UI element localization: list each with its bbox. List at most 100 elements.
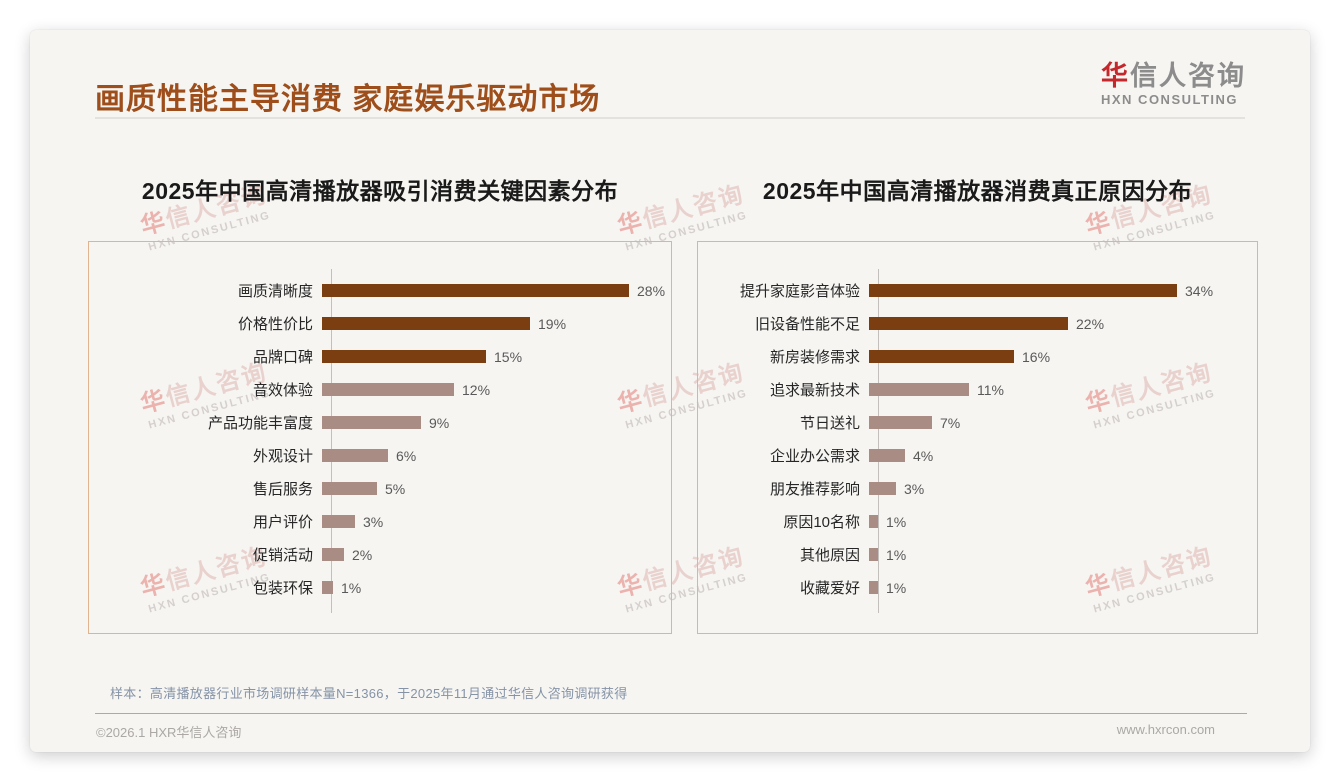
category-label: 售后服务 — [252, 481, 313, 498]
category-label: 包装环保 — [252, 580, 313, 597]
chart-row: 售后服务 5% — [89, 472, 671, 505]
chart-rows: 提升家庭影音体验 34% 旧设备性能不足 22% 新房装修需求 16% 追求最新技术 11% 节… — [698, 242, 1257, 633]
bar — [322, 548, 344, 561]
chart-row: 外观设计 6% — [89, 439, 671, 472]
value-label: 12% — [462, 381, 491, 398]
footer-website: www.hxrcon.com — [1116, 722, 1215, 737]
bar — [322, 317, 530, 330]
category-label: 产品功能丰富度 — [207, 415, 313, 432]
chart-row: 原因10名称 1% — [698, 505, 1257, 538]
category-label: 外观设计 — [252, 448, 313, 465]
bar — [322, 284, 629, 297]
right-chart-panel: 提升家庭影音体验 34% 旧设备性能不足 22% 新房装修需求 16% 追求最新技术 11% 节… — [697, 241, 1258, 634]
bar — [869, 416, 932, 429]
category-label: 追求最新技术 — [769, 382, 860, 399]
chart-row: 提升家庭影音体验 34% — [698, 274, 1257, 307]
logo-accent-char: 华 — [1101, 61, 1130, 91]
value-label: 15% — [494, 348, 523, 365]
chart-row: 企业办公需求 4% — [698, 439, 1257, 472]
bar — [322, 482, 377, 495]
axis-line — [331, 269, 332, 613]
footer-copyright: ©2026.1 HXR华信人咨询 — [96, 725, 242, 740]
chart-row: 价格性价比 19% — [89, 307, 671, 340]
category-label: 节日送礼 — [799, 415, 860, 432]
chart-row: 品牌口碑 15% — [89, 340, 671, 373]
axis-line — [878, 269, 879, 613]
bar — [869, 581, 878, 594]
bar — [322, 350, 486, 363]
category-label: 用户评价 — [252, 514, 313, 531]
chart-row: 朋友推荐影响 3% — [698, 472, 1257, 505]
category-label: 原因10名称 — [783, 514, 860, 531]
value-label: 4% — [913, 447, 934, 464]
chart-rows: 画质清晰度 28% 价格性价比 19% 品牌口碑 15% 音效体验 12% 产品功能丰富度 9% 外… — [89, 242, 671, 633]
right-chart-title: 2025年中国高清播放器消费真正原因分布 — [762, 178, 1193, 204]
chart-row: 新房装修需求 16% — [698, 340, 1257, 373]
company-logo: 华信人咨询 HXN CONSULTING — [1101, 60, 1246, 107]
footer-divider — [95, 713, 1247, 714]
category-label: 价格性价比 — [237, 316, 313, 333]
value-label: 34% — [1185, 282, 1214, 299]
category-label: 新房装修需求 — [769, 349, 860, 366]
bar — [322, 449, 388, 462]
chart-row: 旧设备性能不足 22% — [698, 307, 1257, 340]
value-label: 1% — [341, 579, 362, 596]
value-label: 11% — [977, 381, 1004, 398]
left-chart-panel: 画质清晰度 28% 价格性价比 19% 品牌口碑 15% 音效体验 12% 产品功能丰富度 9% 外… — [88, 241, 672, 634]
value-label: 9% — [429, 414, 450, 431]
page-title: 画质性能主导消费 家庭娱乐驱动市场 — [95, 83, 601, 116]
bar — [869, 449, 905, 462]
chart-row: 促销活动 2% — [89, 538, 671, 571]
value-label: 1% — [886, 546, 907, 563]
category-label: 朋友推荐影响 — [769, 481, 860, 498]
category-label: 品牌口碑 — [252, 349, 313, 366]
chart-row: 其他原因 1% — [698, 538, 1257, 571]
bar — [322, 383, 454, 396]
bar — [322, 581, 333, 594]
value-label: 1% — [886, 579, 907, 596]
logo-rest-chars: 信人咨询 — [1130, 61, 1246, 91]
chart-row: 收藏爱好 1% — [698, 571, 1257, 604]
left-chart-title: 2025年中国高清播放器吸引消费关键因素分布 — [141, 178, 619, 204]
logo-name: 华信人咨询 — [1101, 60, 1246, 92]
bar — [869, 350, 1014, 363]
chart-row: 包装环保 1% — [89, 571, 671, 604]
value-label: 28% — [637, 282, 666, 299]
category-label: 收藏爱好 — [799, 580, 860, 597]
category-label: 音效体验 — [252, 382, 313, 399]
sample-note: 样本：高清播放器行业市场调研样本量N=1366，于2025年11月通过华信人咨询… — [110, 686, 628, 701]
bar — [869, 317, 1068, 330]
value-label: 6% — [396, 447, 417, 464]
value-label: 3% — [904, 480, 925, 497]
value-label: 16% — [1022, 348, 1051, 365]
bar — [869, 548, 878, 561]
bar — [322, 416, 421, 429]
category-label: 企业办公需求 — [769, 448, 860, 465]
value-label: 3% — [363, 513, 384, 530]
title-divider — [95, 117, 1245, 119]
slide-card: 华信人咨询 HXN CONSULTING 华信人咨询 HXN CONSULTING 华信… — [30, 30, 1310, 752]
chart-row: 音效体验 12% — [89, 373, 671, 406]
value-label: 1% — [886, 513, 907, 530]
category-label: 旧设备性能不足 — [754, 316, 860, 333]
value-label: 19% — [538, 315, 567, 332]
category-label: 提升家庭影音体验 — [739, 283, 860, 300]
bar — [869, 284, 1177, 297]
value-label: 7% — [940, 414, 961, 431]
chart-row: 画质清晰度 28% — [89, 274, 671, 307]
chart-row: 产品功能丰富度 9% — [89, 406, 671, 439]
value-label: 22% — [1076, 315, 1105, 332]
chart-row: 追求最新技术 11% — [698, 373, 1257, 406]
bar — [869, 515, 878, 528]
category-label: 促销活动 — [252, 547, 313, 564]
chart-row: 用户评价 3% — [89, 505, 671, 538]
bar — [869, 482, 896, 495]
category-label: 画质清晰度 — [237, 283, 313, 300]
category-label: 其他原因 — [799, 547, 860, 564]
value-label: 2% — [352, 546, 373, 563]
chart-row: 节日送礼 7% — [698, 406, 1257, 439]
logo-subtitle: HXN CONSULTING — [1101, 92, 1239, 108]
value-label: 5% — [385, 480, 406, 497]
bar — [869, 383, 969, 396]
bar — [322, 515, 355, 528]
